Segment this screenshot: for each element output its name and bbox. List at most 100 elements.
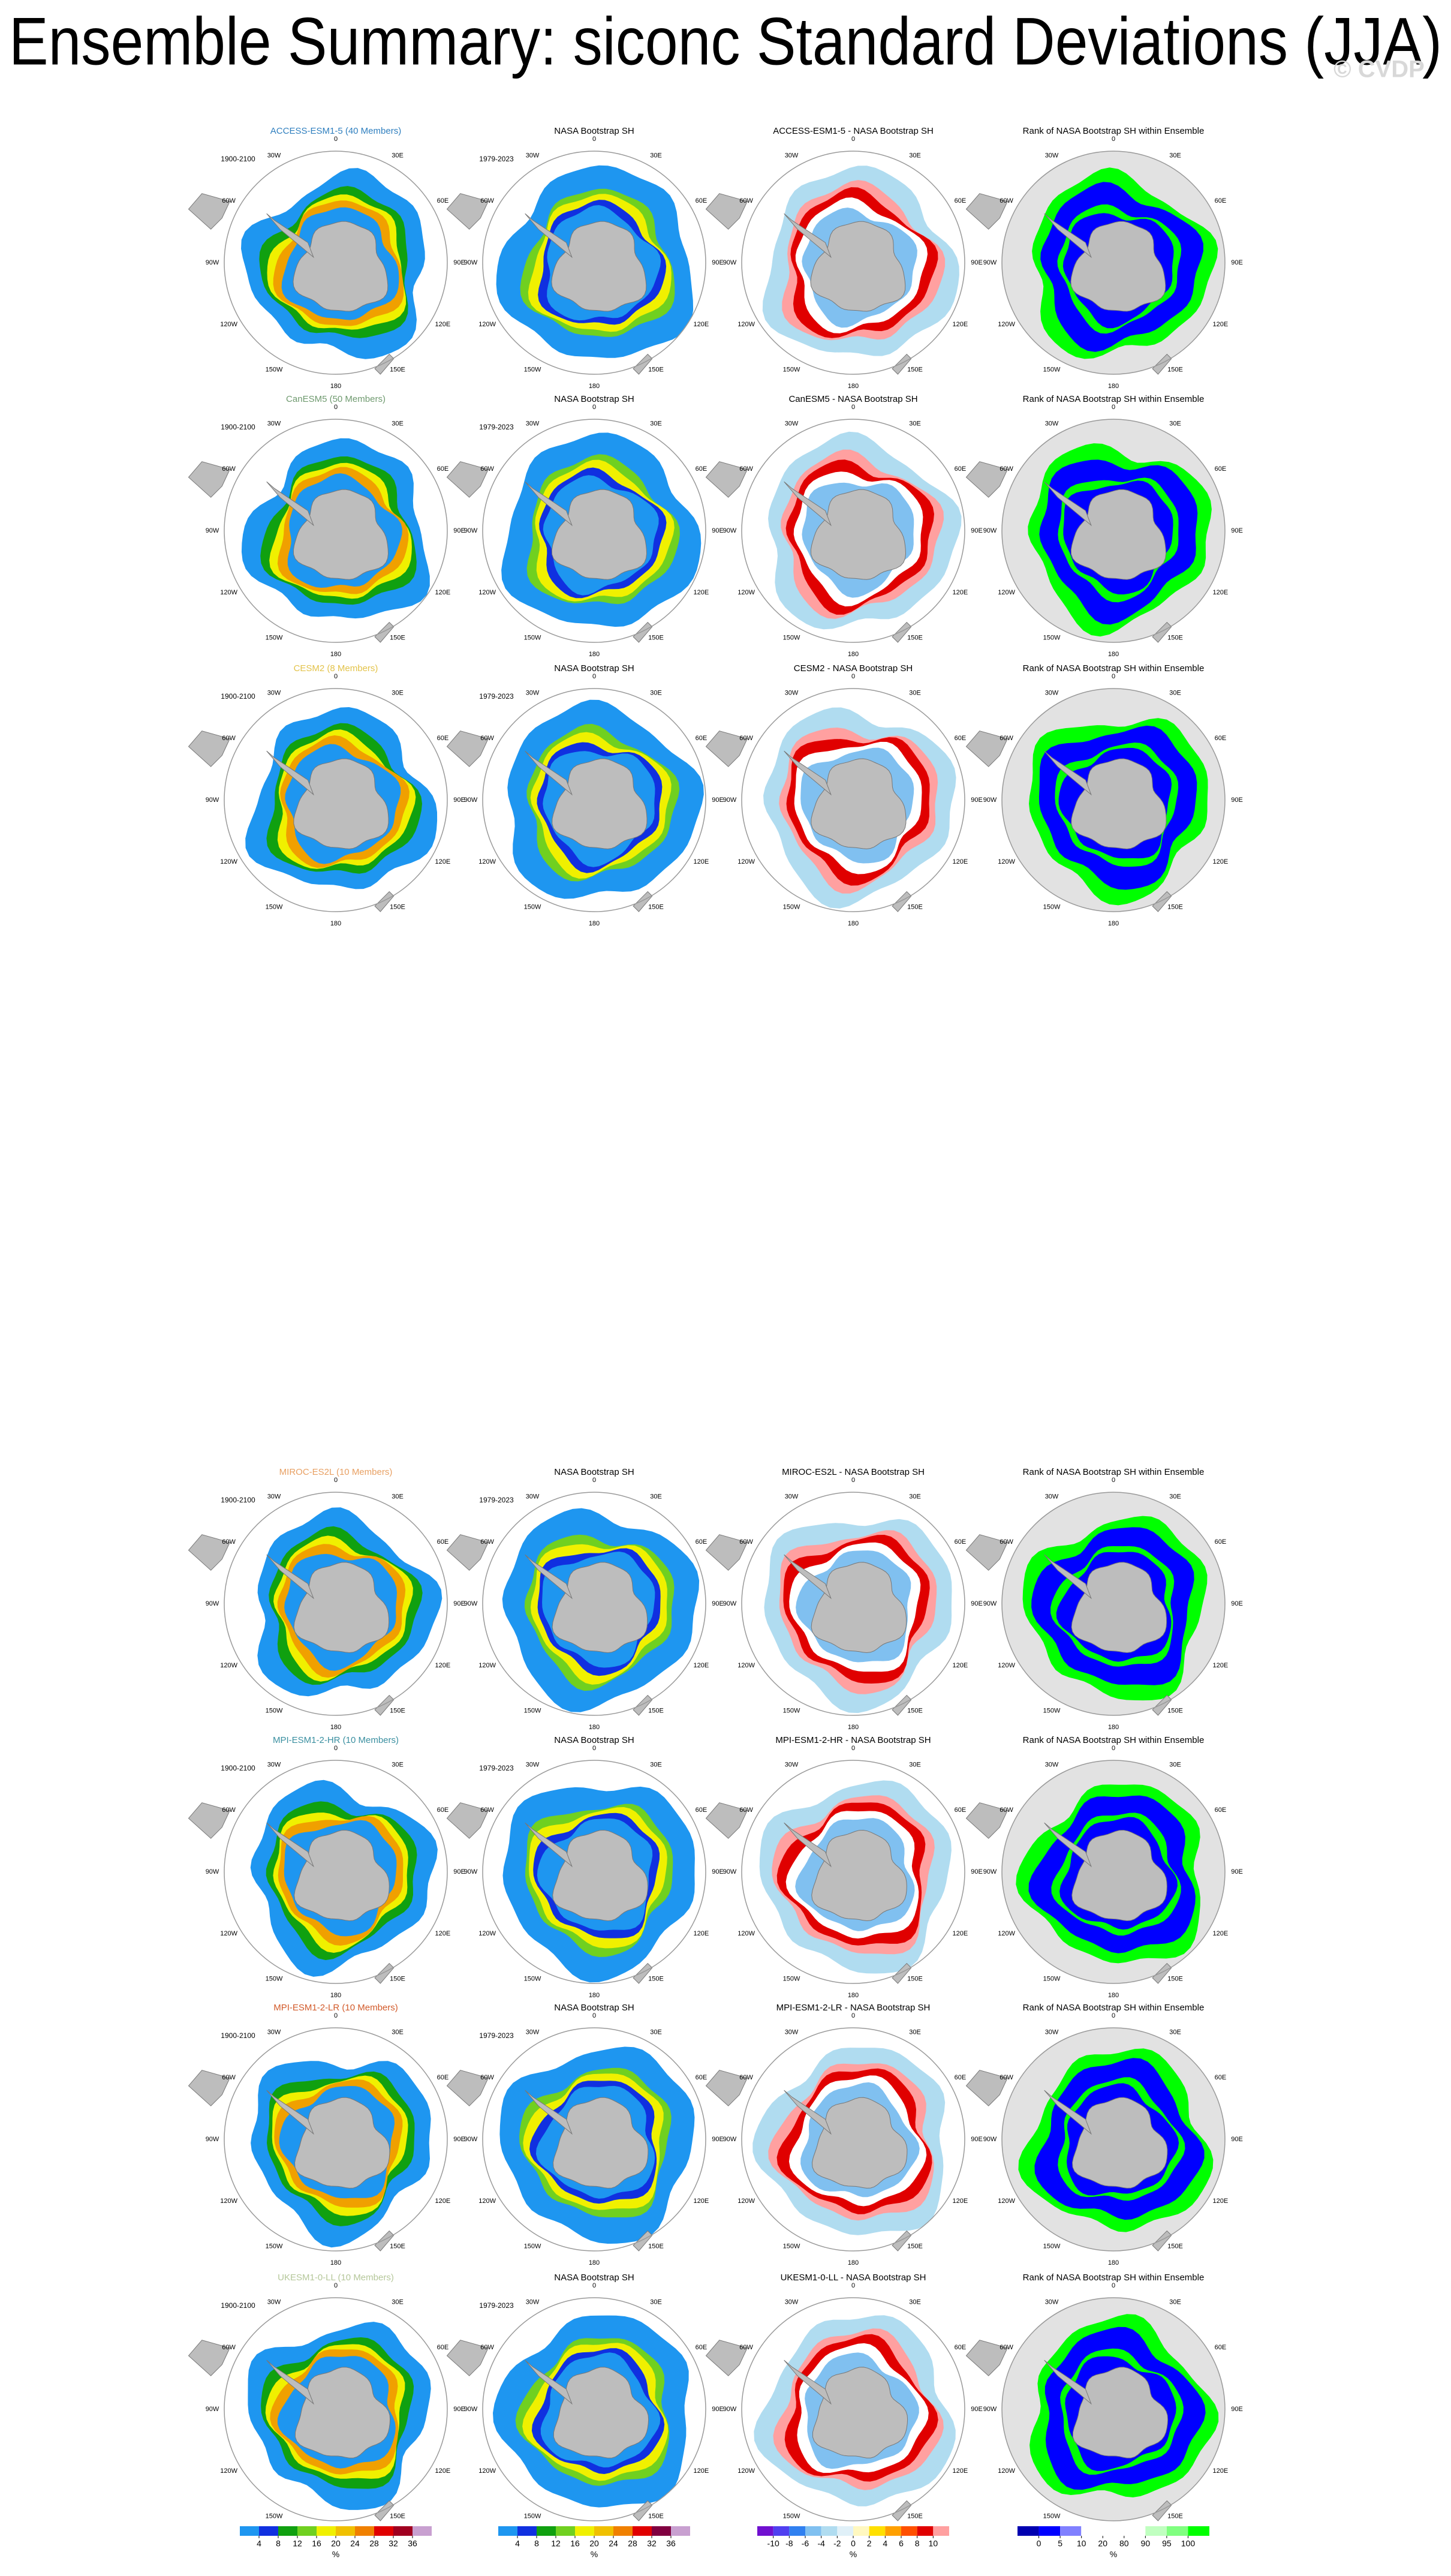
lon-label: 30W xyxy=(526,420,540,428)
colorbar-tick-label: 10 xyxy=(929,2539,938,2548)
lon-label: 60W xyxy=(1000,735,1013,742)
lon-label: 120E xyxy=(694,2198,709,2205)
map-panel: 030E60E90E120E150E180150W120W90W60W30WRa… xyxy=(965,2273,1243,2536)
panel-title: MPI-ESM1-2-LR (10 Members) xyxy=(273,2003,398,2013)
lon-label: 150W xyxy=(1043,2243,1061,2250)
colorbar-tick-label: 80 xyxy=(1119,2539,1129,2548)
colorbar-swatch xyxy=(917,2526,934,2536)
lon-label: 150E xyxy=(390,2243,405,2250)
colorbar-swatch xyxy=(355,2526,374,2536)
panel-title: CESM2 - NASA Bootstrap SH xyxy=(794,663,913,674)
lon-label: 90E xyxy=(971,259,983,266)
colorbar-tick-label: 90 xyxy=(1141,2539,1151,2548)
lon-label: 90E xyxy=(453,259,465,266)
lon-label: 30W xyxy=(785,1762,799,1769)
map-panel: 030E60E90E120E150E180150W120W90W60W30WUK… xyxy=(188,2273,465,2536)
map-panel: 0 30E 60E 90E 120E 150E 180 150W 120W 90W 60W 30W Ca… xyxy=(188,394,465,658)
colorbar-swatch xyxy=(575,2526,594,2536)
lon-label: 150E xyxy=(1167,2243,1183,2250)
lon-label: 30W xyxy=(267,2299,281,2306)
lon-label: 150W xyxy=(1043,2512,1061,2520)
lon-label: 60W xyxy=(1000,2344,1013,2351)
colorbar-tick-label: 16 xyxy=(570,2539,580,2548)
lon-label: 30E xyxy=(650,2029,662,2036)
lon-label: 150W xyxy=(1043,366,1061,373)
map-boundary xyxy=(741,1760,965,1984)
map-panel: 0 30E 60E 90E 120E 150E 180 150W 120W 90W 60W 30W MP… xyxy=(188,1735,465,1999)
lon-label: 150W xyxy=(524,903,541,910)
colorbar-swatch xyxy=(671,2526,690,2536)
map-boundary xyxy=(741,2297,965,2521)
map-panel: 0 30E 60E 90E 120E 150E 180 150W 120W 90W 60W 30W NA… xyxy=(446,1467,724,1731)
peninsula xyxy=(525,1822,573,1868)
new-zealand xyxy=(1152,891,1172,912)
map-boundary xyxy=(741,151,965,375)
period-label: 1900-2100 xyxy=(221,155,255,163)
lon-label: 60W xyxy=(222,1538,236,1546)
map-panel: 0 30E 60E 90E 120E 150E 180 150W 120W 90W 60W 30W CE… xyxy=(705,663,983,927)
lon-label: 60E xyxy=(437,735,449,742)
map-boundary xyxy=(482,2297,706,2521)
colorbar-tick-label: 24 xyxy=(609,2539,618,2548)
lon-label: 30W xyxy=(526,2029,540,2036)
map-boundary xyxy=(482,1492,706,1716)
lon-label: 60W xyxy=(480,735,494,742)
lon-label: 0 xyxy=(851,2282,855,2289)
lon-label: 30E xyxy=(650,152,662,160)
period-label: 1900-2100 xyxy=(221,2301,255,2310)
colorbar-swatch xyxy=(1145,2526,1167,2536)
lon-label: 60E xyxy=(437,2074,449,2081)
south-america xyxy=(188,2070,231,2106)
peninsula xyxy=(1044,481,1092,527)
lon-label: 150E xyxy=(1167,366,1183,373)
lon-label: 90E xyxy=(712,796,724,804)
colorbar-swatch xyxy=(1124,2526,1146,2536)
lon-label: 120E xyxy=(435,1662,451,1669)
lon-label: 60W xyxy=(222,465,236,473)
colorbar-tick-label: 5 xyxy=(1058,2539,1062,2548)
lon-label: 90W xyxy=(723,527,737,534)
colorbar-swatch xyxy=(933,2526,949,2536)
lon-label: 0 xyxy=(592,1745,596,1752)
lon-label: 120W xyxy=(998,858,1015,865)
south-america xyxy=(705,461,748,498)
lon-label: 120W xyxy=(737,2198,755,2205)
lon-label: 30W xyxy=(785,690,799,697)
lon-label: 90E xyxy=(712,2406,724,2413)
panel-title: UKESM1-0-LL (10 Members) xyxy=(278,2273,394,2283)
new-zealand xyxy=(374,621,395,643)
south-america xyxy=(446,1534,489,1571)
map-panel: 0 30E 60E 90E 120E 150E 180 150W 120W 90W 60W 30W NA… xyxy=(446,663,724,927)
lon-label: 0 xyxy=(592,136,596,143)
colorbar: -10 -8 -6 -4 -2 0 2 4 6 8 10% xyxy=(757,2526,949,2559)
lon-label: 0 xyxy=(334,1477,338,1484)
lon-label: 150E xyxy=(648,1975,664,1982)
lon-label: 30W xyxy=(785,1493,799,1501)
period-label: 1900-2100 xyxy=(221,1764,255,1772)
period-label: 1979-2023 xyxy=(479,1496,514,1504)
map-boundary xyxy=(1001,2027,1226,2252)
new-zealand xyxy=(892,2230,912,2252)
panel-title: Rank of NASA Bootstrap SH within Ensembl… xyxy=(1023,1467,1205,1477)
new-zealand xyxy=(633,891,653,912)
colorbar-swatch xyxy=(297,2526,317,2536)
panel-title: NASA Bootstrap SH xyxy=(554,2273,634,2283)
map-boundary xyxy=(482,2027,706,2252)
lon-label: 180 xyxy=(330,920,341,927)
lon-label: 120E xyxy=(953,2198,968,2205)
lon-label: 0 xyxy=(592,1477,596,1484)
peninsula xyxy=(525,213,573,258)
lon-label: 60W xyxy=(222,1806,236,1814)
peninsula xyxy=(266,2359,314,2405)
peninsula xyxy=(784,2090,832,2135)
panel-title: NASA Bootstrap SH xyxy=(554,1735,634,1745)
lon-label: 30E xyxy=(392,2029,404,2036)
peninsula xyxy=(525,1554,573,1600)
new-zealand xyxy=(374,1962,395,1984)
colorbar-swatch xyxy=(869,2526,886,2536)
lon-label: 60E xyxy=(696,735,708,742)
lon-label: 150W xyxy=(1043,634,1061,641)
lon-label: 30E xyxy=(392,690,404,697)
new-zealand xyxy=(1152,2230,1172,2252)
lon-label: 150E xyxy=(907,1707,923,1714)
